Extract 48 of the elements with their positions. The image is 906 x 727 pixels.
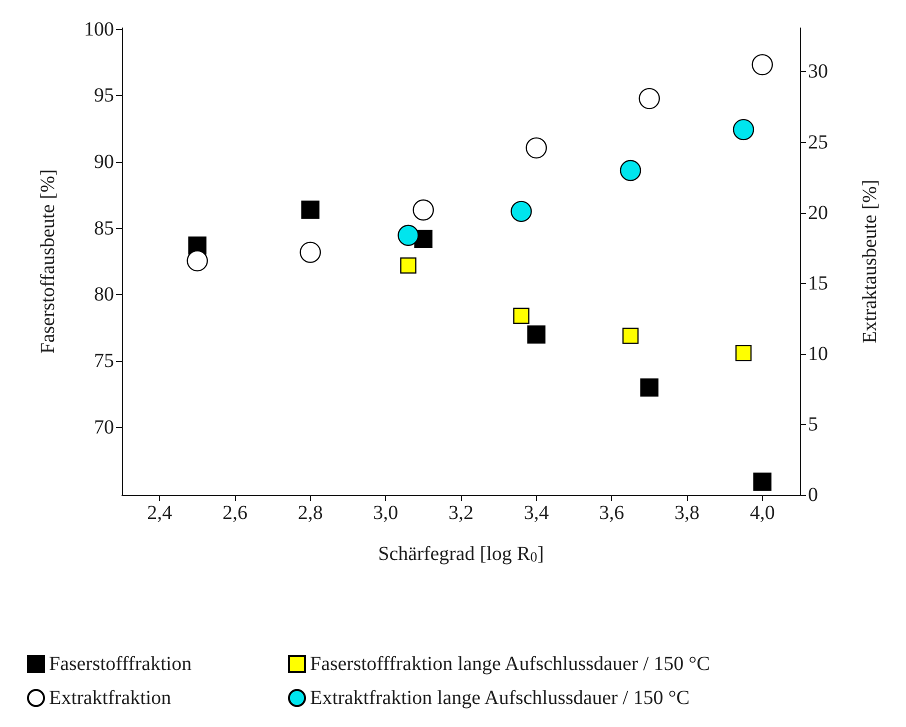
y-axis-title: Faserstoffausbeute [%] bbox=[37, 169, 59, 354]
point bbox=[640, 378, 658, 397]
y2-tick-label: 30 bbox=[808, 60, 828, 83]
y2-tick-label: 20 bbox=[808, 202, 828, 224]
point bbox=[622, 328, 639, 344]
legend-label: Extraktfraktion lange Aufschlussdauer / 150 °C bbox=[310, 687, 690, 709]
y-tick-label: 80 bbox=[94, 284, 114, 306]
point bbox=[510, 200, 532, 222]
legend-label: Extraktfraktion bbox=[49, 687, 172, 709]
legend-label: Faserstofffraktion lange Aufschlussdauer / 150 °C bbox=[310, 653, 710, 675]
x-tick-label: 2,8 bbox=[298, 502, 323, 524]
x-tick-label: 3,6 bbox=[599, 502, 624, 524]
point bbox=[620, 160, 642, 182]
y-tick-label: 95 bbox=[94, 84, 114, 107]
y-tick-label: 100 bbox=[84, 18, 114, 40]
legend-label: Faserstofffraktion bbox=[49, 653, 192, 675]
x-tick-label: 3,2 bbox=[448, 502, 474, 524]
y-tick-label: 90 bbox=[94, 150, 114, 173]
point bbox=[301, 200, 320, 219]
y2-tick-label: 15 bbox=[808, 272, 828, 294]
x-tick-label: 3,4 bbox=[524, 502, 549, 524]
x-tick-label: 3,0 bbox=[373, 502, 398, 524]
y2-axis-title: Extraktausbeute [%] bbox=[859, 180, 881, 344]
y2-tick-label: 10 bbox=[808, 342, 828, 365]
y2-tick-label: 0 bbox=[808, 484, 818, 506]
point bbox=[732, 119, 754, 140]
x-tick-label: 2,4 bbox=[147, 502, 172, 524]
point bbox=[300, 242, 321, 263]
point bbox=[400, 257, 416, 274]
point bbox=[412, 199, 434, 221]
point bbox=[513, 308, 530, 324]
point bbox=[527, 325, 546, 344]
y-tick-label: 85 bbox=[94, 217, 114, 240]
y2-tick-label: 5 bbox=[808, 413, 818, 436]
x-tick-label: 4,0 bbox=[750, 502, 775, 524]
y-tick-label: 70 bbox=[94, 416, 114, 438]
point bbox=[398, 224, 419, 246]
x-axis-title: Schärfegrad [log R0] bbox=[378, 543, 544, 566]
point bbox=[526, 137, 547, 159]
point bbox=[735, 344, 752, 362]
x-tick-label: 2,6 bbox=[222, 502, 248, 524]
point bbox=[752, 54, 773, 76]
point bbox=[186, 250, 208, 272]
x-tick-label: 3,8 bbox=[674, 502, 700, 524]
point bbox=[753, 472, 772, 491]
point bbox=[638, 88, 660, 110]
y2-tick-label: 25 bbox=[808, 131, 828, 154]
y-tick-label: 75 bbox=[94, 350, 114, 372]
